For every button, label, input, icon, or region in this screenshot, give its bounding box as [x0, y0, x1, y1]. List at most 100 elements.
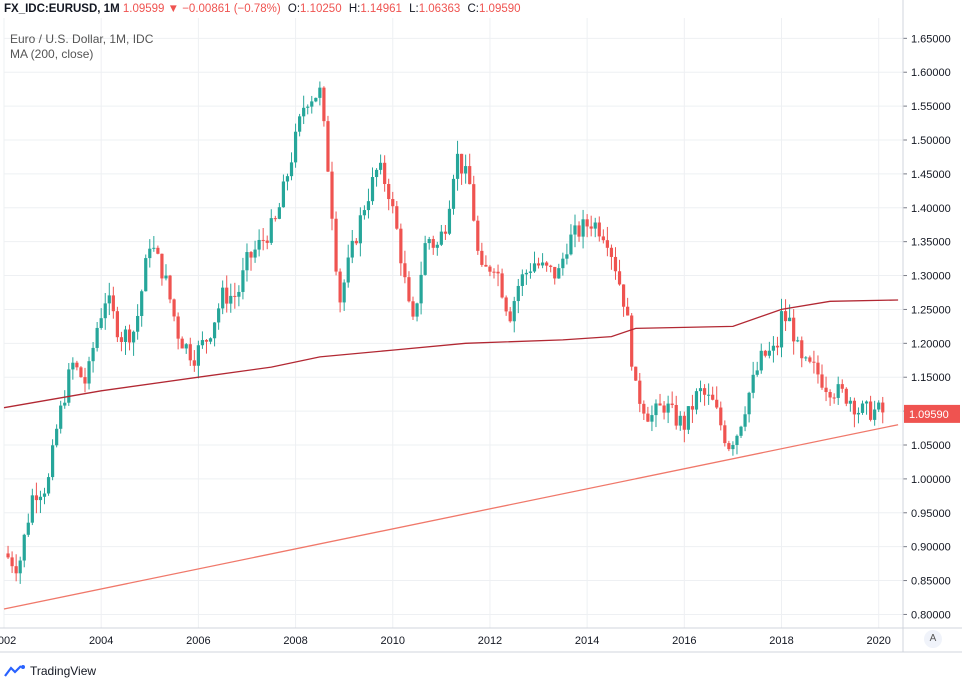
candle-body [820, 374, 824, 388]
candle-body [864, 401, 869, 404]
candle-body [447, 208, 452, 234]
candle-body [472, 184, 476, 221]
candle-body [277, 207, 281, 219]
candle-body [427, 239, 431, 244]
candle-body [261, 239, 265, 241]
candle-body [34, 495, 38, 501]
candle-body [775, 345, 780, 348]
candle-body [589, 226, 593, 229]
y-tick-label: 1.30000 [911, 271, 951, 283]
x-tick-label: 2010 [381, 635, 405, 647]
candle-body [127, 329, 132, 343]
candle-body [330, 171, 334, 219]
candle-body [832, 397, 836, 399]
candle-body [326, 121, 330, 172]
candle-body [379, 162, 383, 170]
brand-label: TradingView [30, 664, 97, 678]
ma-legend[interactable]: MA (200, close) [10, 47, 94, 61]
candle-body [285, 176, 290, 182]
candle-body [694, 391, 699, 410]
candle-body [91, 347, 95, 362]
candle-body [549, 265, 553, 267]
candle-body [743, 414, 747, 427]
candle-body [824, 387, 828, 393]
candle-body [200, 340, 205, 346]
candle-body [63, 402, 67, 406]
last-price-tag [904, 404, 960, 423]
candle-body [788, 317, 792, 322]
candle-body [626, 306, 630, 316]
candle-body [46, 477, 51, 494]
candle-body [168, 275, 172, 300]
candle-body [443, 231, 448, 234]
candle-body [346, 257, 350, 283]
candle-body [310, 101, 314, 107]
y-tick-label: 0.85000 [911, 576, 951, 588]
candle-body [561, 258, 565, 269]
open-label: O: [287, 3, 301, 15]
candle-body [707, 394, 711, 396]
y-tick-label: 1.00000 [911, 474, 951, 486]
candle-body [646, 413, 650, 422]
last-price: 1.09599 [122, 3, 165, 15]
candle-body [682, 415, 686, 430]
candle-body [492, 271, 496, 273]
candle-body [229, 295, 233, 304]
candle-body [38, 496, 43, 501]
candle-body [180, 338, 184, 349]
candle-body [160, 253, 164, 279]
candle-body [512, 301, 516, 322]
tradingview-brand[interactable]: TradingView [4, 662, 96, 680]
candle-body [415, 303, 419, 317]
candle-body [289, 162, 294, 177]
candle-body [621, 284, 626, 307]
candle-body [455, 153, 460, 179]
last-price-tag-label: 1.09590 [909, 409, 949, 421]
candle-body [395, 206, 399, 229]
auto-scale-button[interactable]: A [924, 630, 942, 648]
candle-body [852, 400, 857, 415]
candle-body [111, 295, 115, 312]
indicator-lines [3, 299, 899, 610]
candle-body [26, 522, 30, 535]
candle-body [79, 367, 83, 378]
candle-body [605, 240, 609, 248]
candle-body [617, 271, 622, 285]
candle-body [848, 400, 852, 404]
chart-title: Euro / U.S. Dollar, 1M, IDC [10, 32, 154, 46]
candle-body [338, 271, 342, 303]
candle-body [540, 262, 545, 266]
candle-body [148, 248, 152, 259]
tradingview-logo-icon [4, 665, 25, 677]
candle-body [601, 236, 605, 241]
candle-body [87, 361, 91, 384]
candle-body [30, 495, 34, 523]
candle-body [727, 443, 731, 450]
candle-body [55, 428, 59, 446]
candle-body [423, 243, 427, 275]
y-tick-label: 0.90000 [911, 542, 951, 554]
candle-body [362, 210, 367, 216]
candle-body [451, 178, 456, 209]
open-value: 1.10250 [300, 3, 342, 15]
candle-body [808, 357, 812, 362]
candle-body [322, 87, 326, 122]
candle-body [755, 370, 759, 375]
candle-body [751, 374, 755, 393]
candle-body [516, 285, 520, 302]
candle-body [411, 301, 415, 317]
candle-body [14, 566, 18, 574]
candle-body [609, 247, 614, 257]
candle-body [119, 337, 124, 342]
candle-body [654, 403, 658, 416]
candle-body [253, 249, 257, 258]
candle-body [435, 244, 439, 248]
candle-body [249, 252, 253, 258]
candle-body [366, 201, 371, 211]
candle-body [22, 534, 26, 561]
y-tick-label: 1.60000 [911, 67, 951, 79]
symbol-name: FX_IDC:EURUSD, 1M [4, 3, 120, 15]
candle-body [496, 271, 500, 274]
candlestick-series[interactable] [6, 81, 885, 584]
